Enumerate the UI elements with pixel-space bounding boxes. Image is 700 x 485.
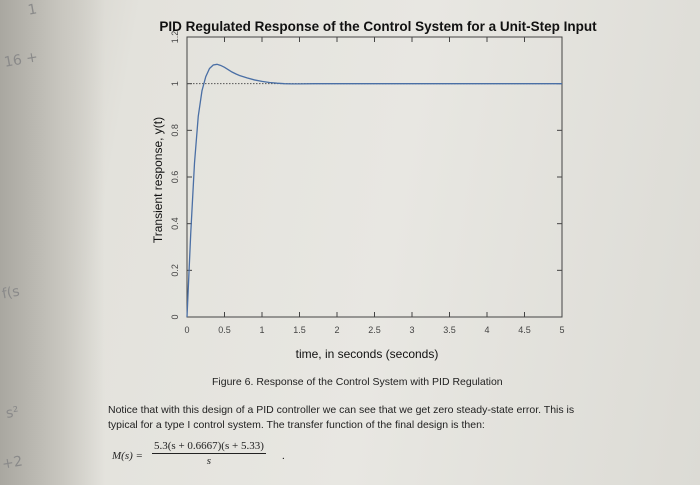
chart-title: PID Regulated Response of the Control Sy…: [159, 19, 597, 34]
step-response-chart: PID Regulated Response of the Control Sy…: [151, 19, 597, 361]
y-tick-label: 1.2: [170, 31, 180, 44]
y-tick-label: 0.8: [170, 124, 180, 137]
equation-lhs: M(s) =: [112, 450, 143, 462]
equation-period: .: [282, 450, 285, 462]
y-tick-label: 0: [170, 314, 180, 319]
x-tick-label: 4: [484, 325, 489, 335]
x-tick-label: 3.5: [443, 325, 456, 335]
y-tick-label: 0.4: [170, 217, 180, 230]
x-tick-label: 2: [334, 325, 339, 335]
response-curve: [186, 63, 562, 318]
y-axis-label: Transient response, y(t): [151, 117, 165, 243]
equation-denominator: s: [206, 455, 212, 467]
notebook-margin: [0, 0, 105, 485]
x-tick-label: 0: [184, 325, 189, 335]
x-axis-label: time, in seconds (seconds): [296, 347, 439, 361]
y-tick-label: 0.2: [170, 264, 180, 277]
x-tick-label: 0.5: [218, 325, 231, 335]
x-tick-label: 4.5: [518, 325, 531, 335]
y-tick-label: 1: [170, 81, 180, 86]
x-tick-label: 1.5: [293, 325, 306, 335]
equation-numerator: 5.3(s + 0.6667)(s + 5.33): [152, 440, 266, 454]
figure-caption: Figure 6. Response of the Control System…: [212, 376, 503, 388]
paragraph-line: Notice that with this design of a PID co…: [108, 404, 575, 416]
y-axis: 0 0.2 0.4 0.6 0.8 1 1.2: [170, 31, 562, 320]
plot-frame: [186, 36, 563, 318]
x-tick-label: 3: [409, 325, 414, 335]
x-tick-label: 1: [259, 325, 264, 335]
y-tick-label: 0.6: [170, 171, 180, 184]
equation-fraction: 5.3(s + 0.6667)(s + 5.33) s: [152, 440, 266, 467]
x-tick-label: 2.5: [368, 325, 381, 335]
paragraph-line: typical for a type I control system. The…: [108, 419, 485, 431]
body-paragraph: Notice that with this design of a PID co…: [108, 403, 668, 433]
x-tick-label: 5: [559, 325, 564, 335]
x-axis: 0 0.5 1 1.5 2 2.5 3 3.5 4 4.5 5: [184, 37, 565, 335]
